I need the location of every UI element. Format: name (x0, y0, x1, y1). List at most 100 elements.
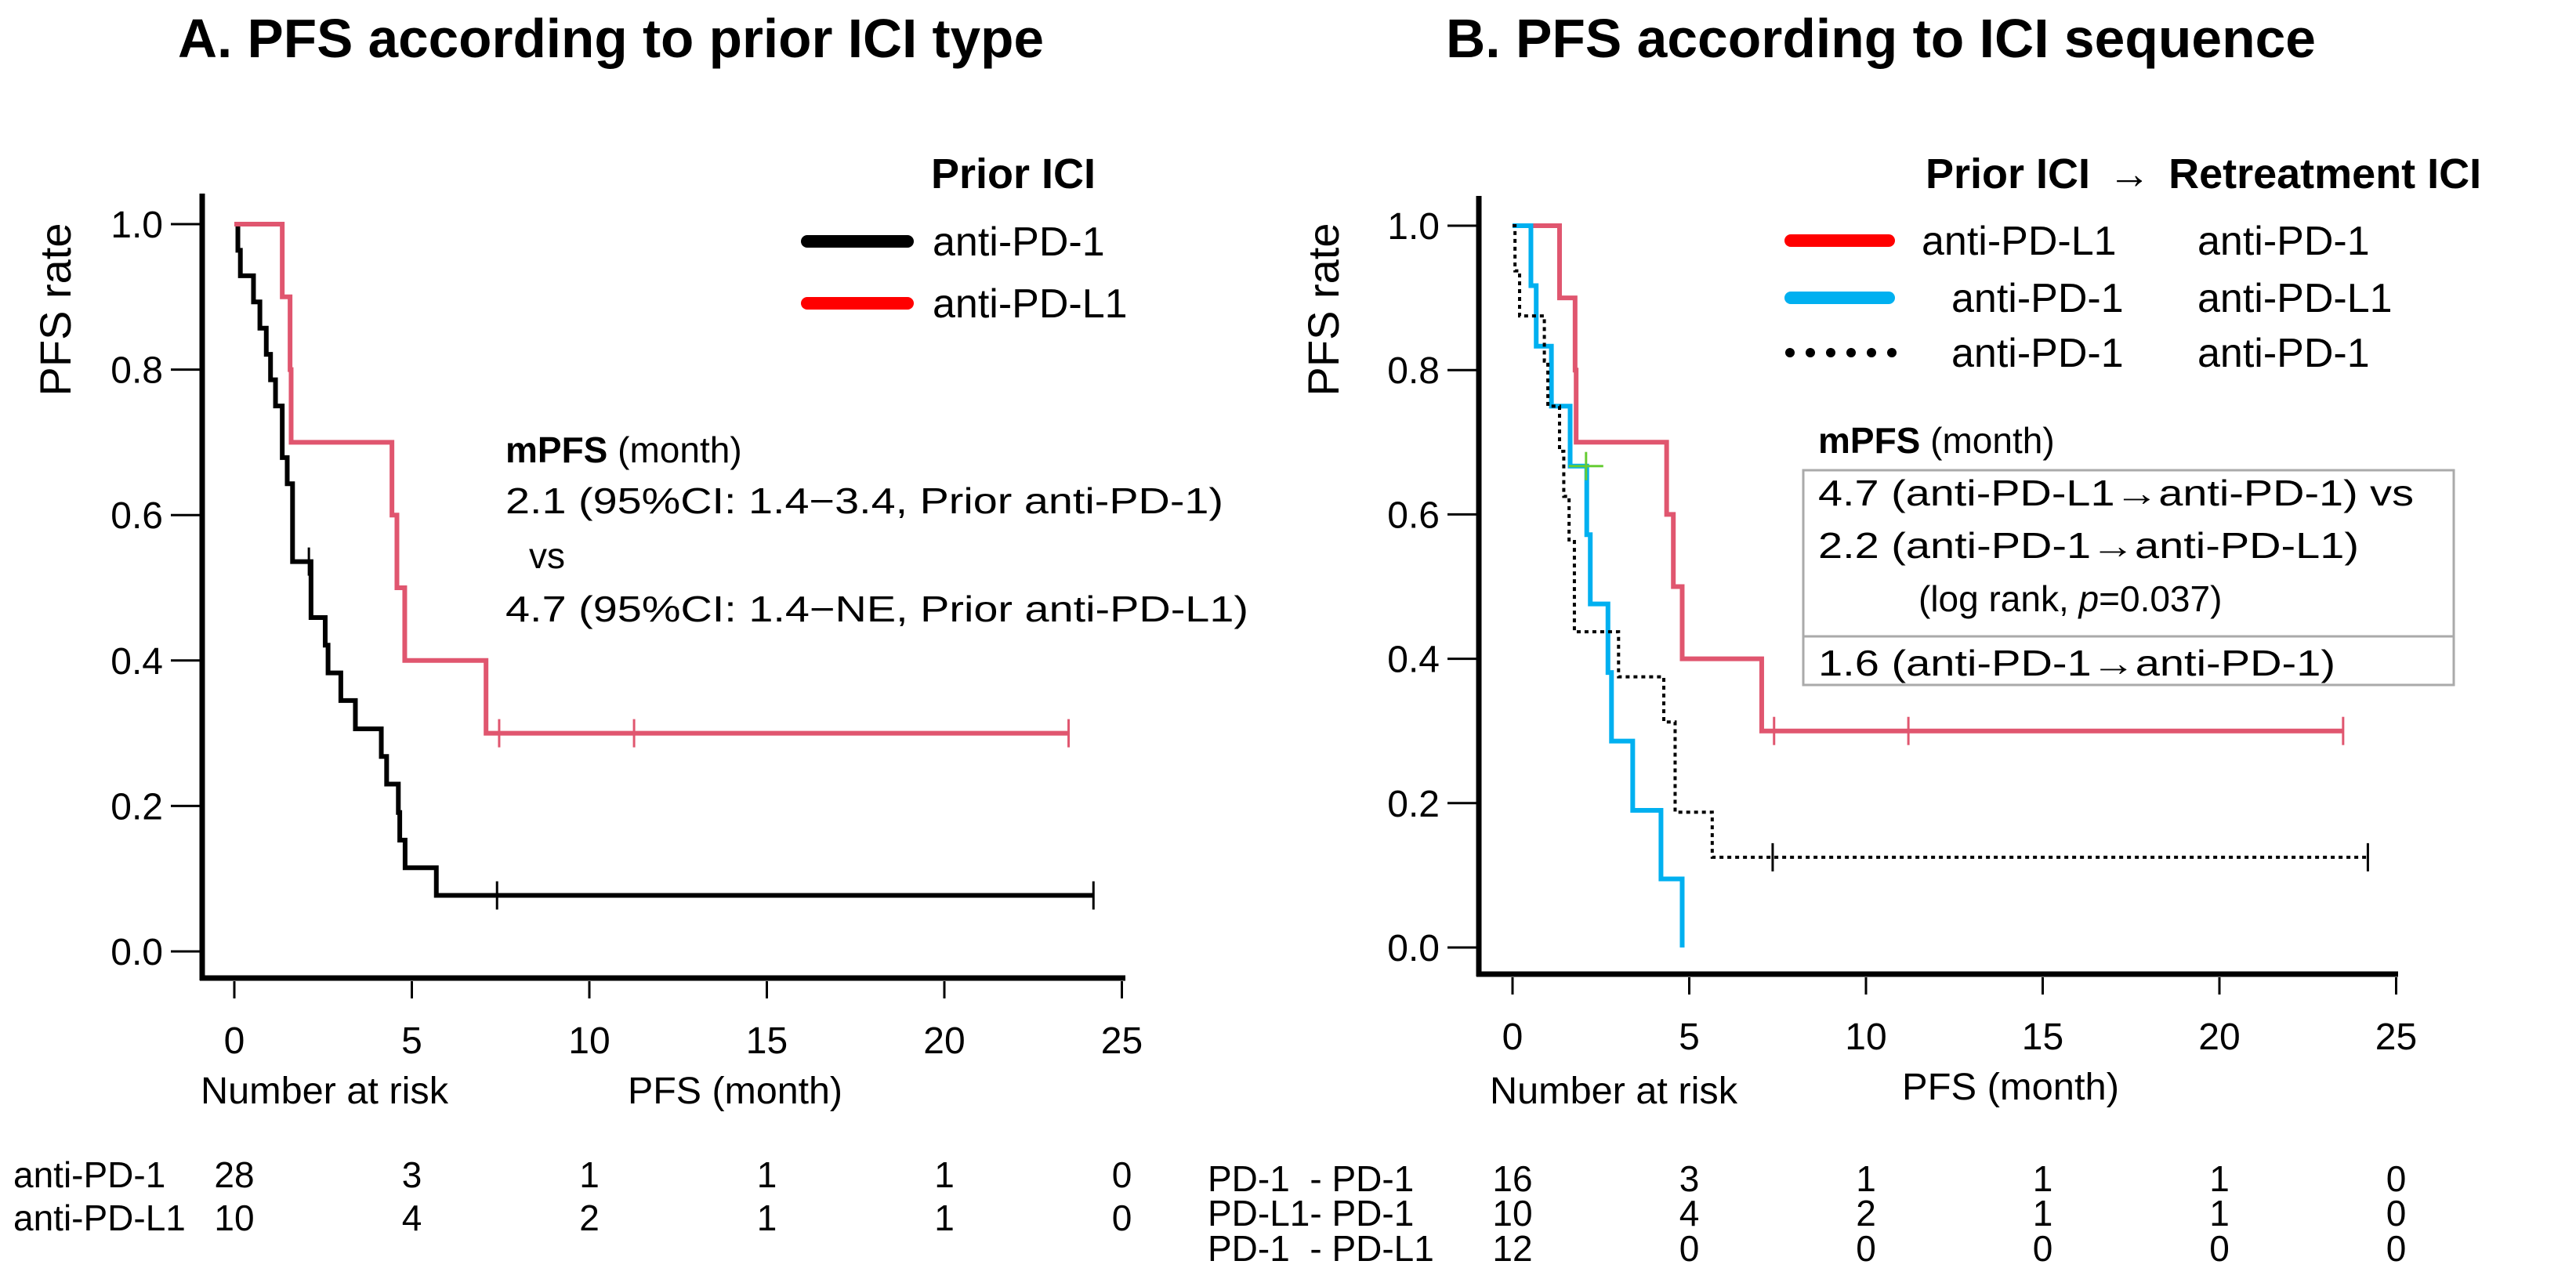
panel-a: A. PFS according to prior ICI type PFS r… (13, 8, 1248, 1238)
risk-count: 3 (1679, 1158, 1700, 1199)
panel-a-legend: Prior ICI anti-PD-1 anti-PD-L1 (801, 150, 1128, 327)
x-tick-label: 20 (2198, 1016, 2240, 1058)
y-tick-label: 0.2 (111, 786, 163, 828)
x-tick-label: 5 (1679, 1016, 1700, 1058)
panel-b: B. PFS according to ICI sequence PFS rat… (1208, 8, 2481, 1269)
mpfs-unit: (month) (607, 429, 741, 470)
panel-b-title: B. PFS according to ICI sequence (1446, 8, 2316, 69)
legend-retreat-2: anti-PD-L1 (2197, 276, 2393, 321)
panel-b-mpfs-annotation: mPFS (month) 4.7 (anti-PD-L1→anti-PD-1) … (1802, 420, 2455, 687)
km-curve-1 (234, 222, 1094, 898)
panel-b-risk-table: PD-1 - PD-1 PD-L1- PD-1 PD-1 - PD-L1 16 3… (1208, 1158, 2406, 1269)
risk-count: 1 (2033, 1158, 2053, 1199)
x-tick-label: 10 (1845, 1016, 1886, 1058)
risk-count: 2 (579, 1197, 600, 1238)
risk-count: 10 (1492, 1193, 1532, 1234)
risk-count: 0 (1856, 1228, 1876, 1269)
km-curve-1 (1513, 223, 2343, 734)
panel-a-mpfs-vs: vs (529, 535, 565, 576)
risk-count: 0 (1112, 1154, 1132, 1195)
y-tick-label: 0.8 (1387, 350, 1440, 392)
x-tick-label: 5 (401, 1020, 422, 1062)
panel-b-curves (1513, 223, 2369, 947)
risk-row-label: PD-L1- PD-1 (1208, 1193, 1414, 1234)
mpfs-unit: (month) (1920, 420, 2054, 461)
legend-retreat-3: anti-PD-1 (2197, 331, 2370, 376)
x-tick-label: 25 (2375, 1016, 2417, 1058)
risk-count: 2 (1856, 1193, 1876, 1234)
risk-count: 0 (2386, 1228, 2407, 1269)
mpfs-box-line-1: 4.7 (anti-PD-L1→anti-PD-1) vs (1818, 473, 2414, 513)
legend-prior-1: anti-PD-L1 (1922, 219, 2117, 264)
risk-count: 1 (934, 1154, 955, 1195)
panel-b-legend: Prior ICI → Retreatment ICI anti-PD-L1 a… (1784, 150, 2481, 376)
mpfs-label: mPFS (505, 429, 607, 470)
panel-a-curves (234, 222, 1095, 910)
legend-arrow-icon: → (2108, 150, 2150, 197)
y-tick-label: 0.0 (111, 932, 163, 973)
x-tick-label: 0 (224, 1020, 245, 1062)
risk-row-label: PD-1 - PD-1 (1208, 1158, 1414, 1199)
y-tick-label: 0.8 (111, 350, 163, 392)
mpfs-label: mPFS (1818, 420, 1920, 461)
panel-a-number-at-risk-label: Number at risk (201, 1071, 449, 1112)
mpfs-box-line-last: 1.6 (anti-PD-1→anti-PD-1) (1818, 643, 2335, 683)
x-tick-label: 15 (2022, 1016, 2063, 1058)
risk-count: 4 (402, 1197, 422, 1238)
legend-label-anti-pd-l1: anti-PD-L1 (933, 281, 1128, 327)
legend-prior-2: anti-PD-1 (1951, 276, 2124, 321)
risk-count: 0 (2209, 1228, 2230, 1269)
risk-count: 0 (2033, 1228, 2053, 1269)
y-tick-label: 0.6 (111, 495, 163, 537)
panel-a-mpfs-heading: mPFS (month) (505, 429, 742, 470)
y-tick-label: 0.6 (1387, 495, 1440, 536)
panel-b-legend-title: Prior ICI → Retreatment ICI (1926, 150, 2481, 197)
risk-count: 1 (757, 1197, 777, 1238)
risk-count: 1 (2209, 1193, 2230, 1234)
panel-a-risk-table: anti-PD-1 anti-PD-L1 28 3 1 1 1 010 4 2 1 1 0 (13, 1154, 1132, 1238)
x-tick-label: 15 (746, 1020, 788, 1062)
y-tick-label: 1.0 (1387, 206, 1440, 248)
risk-count: 1 (934, 1197, 955, 1238)
y-tick-label: 1.0 (111, 205, 163, 246)
risk-count: 0 (2386, 1158, 2407, 1199)
km-curve-3 (1513, 224, 2368, 859)
km-curve-2 (234, 222, 1069, 736)
legend-prior-3: anti-PD-1 (1951, 331, 2124, 376)
y-tick-label: 0.4 (111, 641, 163, 683)
risk-count: 1 (579, 1154, 600, 1195)
risk-count: 3 (402, 1154, 422, 1195)
logrank-post: =0.037) (2099, 578, 2222, 619)
panel-a-mpfs-annotation: mPFS (month) 2.1 (95%CI: 1.4−3.4, Prior … (505, 429, 1248, 629)
x-tick-label: 20 (923, 1020, 965, 1062)
risk-count: 4 (1679, 1193, 1700, 1234)
logrank-p: p (2078, 578, 2100, 619)
panel-a-legend-title: Prior ICI (931, 150, 1096, 197)
y-tick-label: 0.2 (1387, 784, 1440, 825)
x-tick-label: 25 (1101, 1020, 1143, 1062)
risk-count: 0 (1112, 1197, 1132, 1238)
legend-title-prior: Prior ICI (1926, 150, 2090, 197)
panel-a-y-axis-label: PFS rate (31, 223, 80, 397)
panel-b-y-axis-label: PFS rate (1299, 223, 1348, 397)
legend-label-anti-pd-1: anti-PD-1 (933, 219, 1105, 265)
risk-count: 1 (757, 1154, 777, 1195)
risk-count: 0 (2386, 1193, 2407, 1234)
x-tick-label: 10 (568, 1020, 610, 1062)
mpfs-box-line-2: 2.2 (anti-PD-1→anti-PD-L1) (1818, 525, 2359, 566)
panel-a-x-axis-label: PFS (month) (628, 1071, 842, 1112)
panel-b-x-axis-label: PFS (month) (1902, 1067, 2119, 1108)
panel-b-mpfs-heading: mPFS (month) (1818, 420, 2055, 461)
y-tick-label: 0.4 (1387, 640, 1440, 681)
risk-count: 12 (1492, 1228, 1532, 1269)
panel-b-number-at-risk-label: Number at risk (1490, 1071, 1738, 1112)
y-tick-label: 0.0 (1387, 928, 1440, 969)
panel-a-title: A. PFS according to prior ICI type (178, 8, 1044, 69)
legend-retreat-1: anti-PD-1 (2197, 219, 2370, 264)
x-tick-label: 0 (1502, 1016, 1523, 1058)
mpfs-box-logrank: (log rank, p=0.037) (1918, 578, 2222, 619)
risk-row-label: anti-PD-L1 (13, 1197, 186, 1238)
mpfs-box (1802, 469, 2455, 687)
panel-a-mpfs-line-1: 2.1 (95%CI: 1.4−3.4, Prior anti-PD-1) (505, 480, 1223, 521)
